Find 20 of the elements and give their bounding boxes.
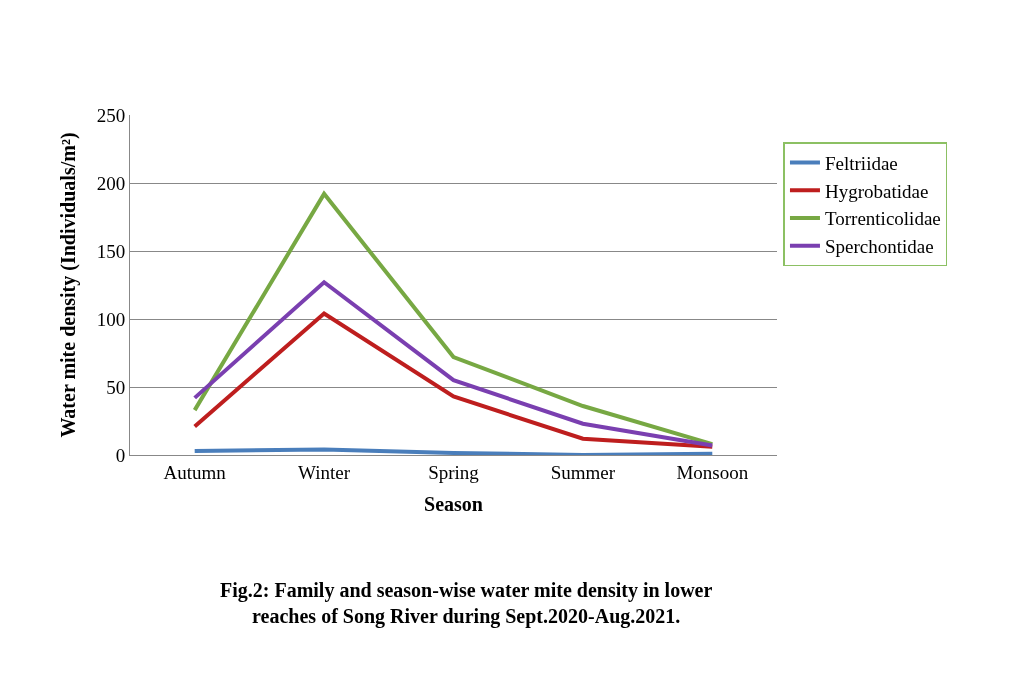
line-series xyxy=(192,311,715,449)
y-tick-label: 200 xyxy=(96,172,126,194)
legend-label: Feltriidae xyxy=(824,152,898,174)
y-tick-label: 100 xyxy=(96,308,126,330)
y-tick-label: 150 xyxy=(96,240,126,262)
line-series xyxy=(192,280,715,448)
legend-label: Torrenticolidae xyxy=(824,208,941,230)
legend-label: Hygrobatidae xyxy=(824,180,929,202)
y-tick-label: 0 xyxy=(115,444,126,466)
caption: Fig.2: Family and season-wise water mite density in lower reaches of Song River during Sept.2020-Aug.2021. xyxy=(220,579,713,628)
y-tick-label: 250 xyxy=(96,104,126,126)
x-tick-label: Monsoon xyxy=(676,461,749,483)
x-tick-label: Autumn xyxy=(163,461,227,483)
y-axis-title: Water mite density (Individuals/m²) xyxy=(57,132,81,438)
x-axis-title: Season xyxy=(424,493,483,516)
x-tick-label: Winter xyxy=(298,461,351,483)
x-tick-label: Summer xyxy=(550,461,616,483)
y-tick-label: 50 xyxy=(106,376,126,398)
x-tick-label: Spring xyxy=(428,461,480,483)
legend-label: Sperchontidae xyxy=(824,236,934,258)
